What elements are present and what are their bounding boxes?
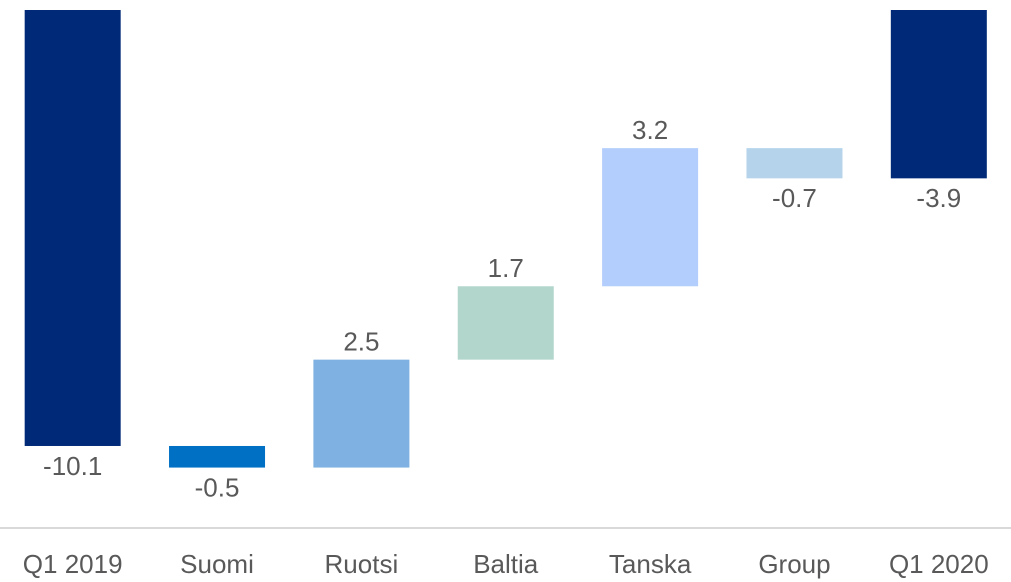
x-tick-label: Tanska <box>609 549 692 579</box>
bar <box>602 148 699 287</box>
x-tick-label: Q1 2020 <box>889 549 989 579</box>
x-tick-label: Q1 2019 <box>23 549 123 579</box>
bar <box>313 359 410 468</box>
x-tick-label: Baltia <box>473 549 539 579</box>
bar <box>169 445 266 468</box>
bar <box>24 10 121 446</box>
bar <box>890 10 987 179</box>
bar <box>746 148 843 179</box>
bar <box>457 286 554 360</box>
value-label: 1.7 <box>488 253 524 283</box>
value-label: -0.5 <box>195 472 240 502</box>
value-label: -3.9 <box>916 183 961 213</box>
x-tick-label: Ruotsi <box>325 549 399 579</box>
x-tick-label: Suomi <box>180 549 254 579</box>
x-tick-label: Group <box>758 549 830 579</box>
value-label: 3.2 <box>632 115 668 145</box>
value-label: 2.5 <box>343 327 379 357</box>
value-label: -10.1 <box>43 451 102 481</box>
value-label: -0.7 <box>772 183 817 213</box>
